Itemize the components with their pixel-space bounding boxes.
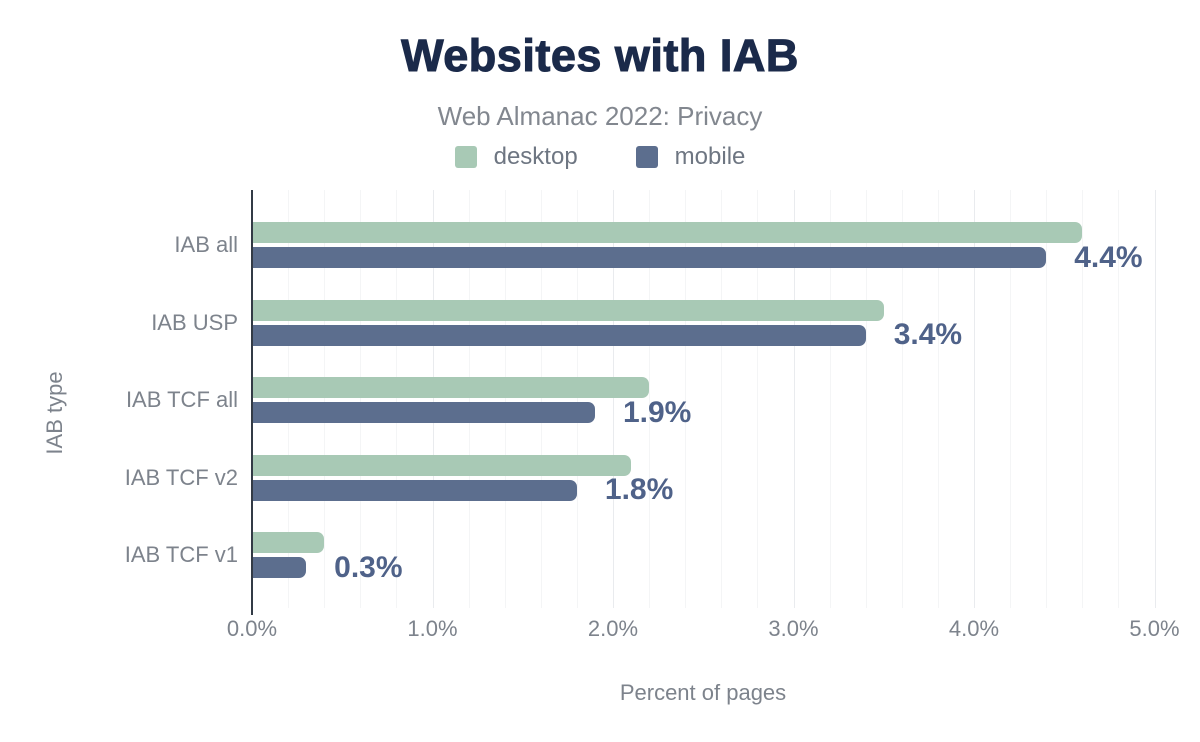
gridline-major <box>974 190 975 608</box>
bar-desktop-iab-usp <box>253 299 884 321</box>
y-axis-line <box>251 190 253 615</box>
gridline-major <box>613 190 614 608</box>
desktop-legend-label: desktop <box>493 143 578 170</box>
bar-desktop-iab-tcf-v1 <box>253 532 325 554</box>
x-tick-label-20: 2.0% <box>587 616 639 641</box>
bar-mobile-iab-all <box>253 247 1047 268</box>
gridline-minor <box>1046 190 1048 608</box>
gridline-minor <box>829 190 831 608</box>
gridline-minor <box>685 190 687 608</box>
category-label-iab-tcf-all: IAB TCF all <box>125 387 238 413</box>
bar-desktop-iab-all <box>253 222 1083 243</box>
desktop-legend-swatch <box>454 146 477 168</box>
gridline-minor <box>504 190 506 608</box>
bar-desktop-iab-tcf-v2 <box>253 454 632 476</box>
gridline-minor <box>1010 190 1012 608</box>
x-tick-label-40: 4.0% <box>948 616 1000 641</box>
gridline-minor <box>468 190 470 608</box>
x-tick-label-30: 3.0% <box>768 616 819 641</box>
gridline-minor <box>396 190 398 608</box>
data-label-iab-tcf-all: 1.9% <box>622 395 692 429</box>
gridline-minor <box>901 190 903 608</box>
gridline-minor <box>540 190 542 608</box>
data-label-iab-all: 4.4% <box>1074 240 1143 274</box>
gridline-minor <box>865 190 867 608</box>
gridline-minor <box>360 190 362 608</box>
category-label-iab-all: IAB all <box>174 232 238 257</box>
gridline-minor <box>721 190 723 608</box>
category-label-iab-usp: IAB USP <box>151 309 238 335</box>
data-label-iab-tcf-v1: 0.3% <box>334 550 403 584</box>
category-label-iab-tcf-v2: IAB TCF v2 <box>124 464 238 490</box>
gridline-minor <box>1118 190 1120 608</box>
gridline-minor <box>288 190 290 608</box>
y-axis-title: IAB type <box>42 371 67 455</box>
x-axis-title: Percent of pages <box>619 680 787 705</box>
gridline-minor <box>576 190 578 608</box>
chart-title: Websites with IAB <box>401 29 799 81</box>
mobile-legend-swatch <box>635 146 658 168</box>
legend-item-desktop: desktop <box>454 143 578 171</box>
data-label-iab-usp: 3.4% <box>893 318 963 352</box>
mobile-legend-label: mobile <box>674 143 746 170</box>
gridline-major <box>1154 190 1156 608</box>
x-tick-label-10: 1.0% <box>407 616 458 641</box>
gridline-minor <box>324 190 326 608</box>
bar-mobile-iab-tcf-v1 <box>253 557 307 579</box>
bar-desktop-iab-tcf-all <box>253 377 650 399</box>
gridline-minor <box>757 190 759 608</box>
data-label-iab-tcf-v2: 1.8% <box>604 473 674 507</box>
chart-subtitle: Web Almanac 2022: Privacy <box>437 101 763 131</box>
gridline-minor <box>1082 190 1084 608</box>
gridline-minor <box>649 190 651 608</box>
bar-mobile-iab-tcf-all <box>253 402 595 424</box>
gridline-major <box>793 190 795 608</box>
bar-mobile-iab-usp <box>253 324 866 346</box>
legend-item-mobile: mobile <box>635 143 746 171</box>
bar-mobile-iab-tcf-v2 <box>253 479 577 501</box>
gridline-minor <box>937 190 939 608</box>
x-tick-label-00: 0.0% <box>226 616 278 641</box>
category-label-iab-tcf-v1: IAB TCF v1 <box>124 542 238 568</box>
gridline-major <box>432 190 434 608</box>
x-tick-label-50: 5.0% <box>1129 616 1180 641</box>
legend: desktop mobile <box>0 143 1200 171</box>
